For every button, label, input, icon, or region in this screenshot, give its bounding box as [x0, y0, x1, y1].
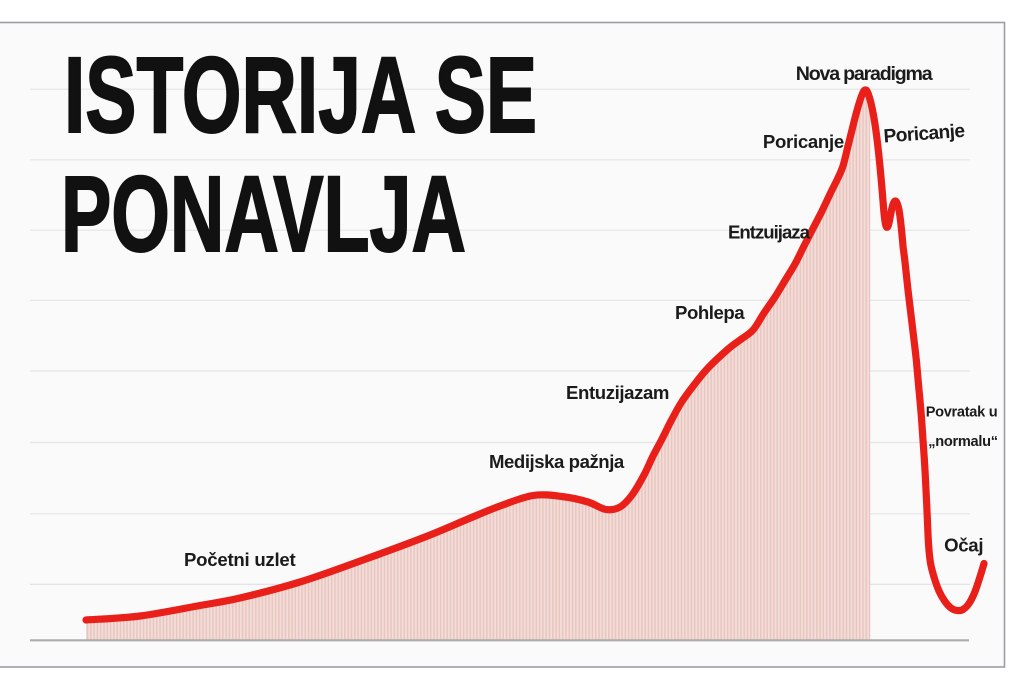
svg-text:Očaj: Očaj — [944, 534, 983, 555]
svg-text:Povratak u: Povratak u — [926, 404, 998, 420]
svg-text:Poricanje: Poricanje — [763, 131, 844, 152]
svg-text:Entzuijaza: Entzuijaza — [728, 222, 811, 243]
svg-text:Nova paradigma: Nova paradigma — [796, 63, 934, 85]
svg-text:Početni uzlet: Početni uzlet — [184, 549, 295, 570]
svg-text:Entuzijazam: Entuzijazam — [566, 382, 669, 403]
svg-text:Pohlepa: Pohlepa — [675, 302, 745, 323]
svg-text:„normalu“: „normalu“ — [928, 434, 997, 450]
svg-text:Medijska pažnja: Medijska pažnja — [489, 451, 625, 472]
